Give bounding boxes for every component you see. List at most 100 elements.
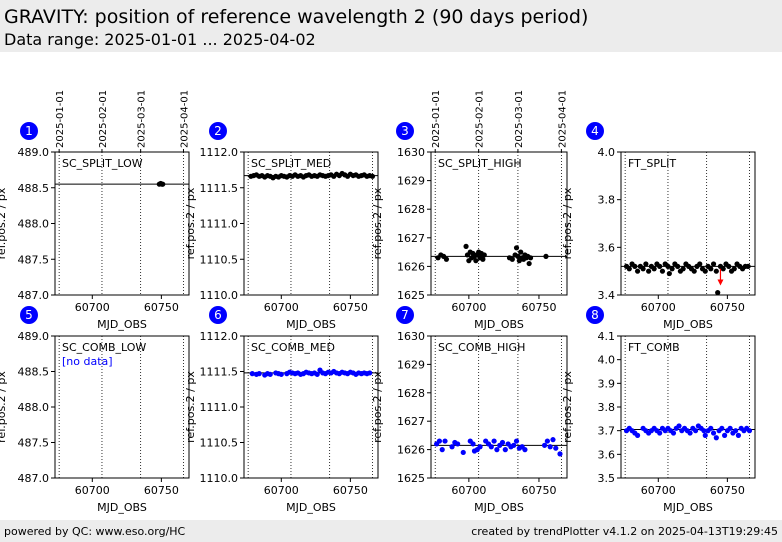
data-point <box>455 441 461 447</box>
data-point <box>518 249 524 255</box>
data-point <box>634 268 641 274</box>
data-point <box>659 268 666 274</box>
x-tick-label: 60700 <box>75 484 110 497</box>
x-axis-label: MJD_OBS <box>97 318 147 331</box>
data-point <box>680 266 686 272</box>
panel-label: SC_SPLIT_HIGH <box>438 157 522 170</box>
data-point <box>691 268 697 274</box>
data-point <box>670 430 677 436</box>
data-point <box>726 263 732 269</box>
data-point <box>745 263 751 269</box>
panel-number-label: 8 <box>591 308 599 322</box>
y-tick-label: 488.0 <box>18 401 50 414</box>
panel-label: SC_COMB_HIGH <box>438 341 525 354</box>
panel-number-badge <box>586 306 604 324</box>
y-tick-label: 487.5 <box>18 253 50 266</box>
y-tick-label: 3.8 <box>598 194 616 207</box>
data-point <box>369 173 376 179</box>
y-tick-label: 4.1 <box>598 330 616 343</box>
data-point <box>499 439 506 446</box>
x-tick-label: 60700 <box>264 301 299 314</box>
data-point <box>522 447 528 453</box>
x-tick-label: 60700 <box>451 301 486 314</box>
chart-panel-2: 2 1110.0 1110.5 1111.0 1111.5 1112.0 60700 6075… <box>184 122 379 331</box>
y-tick-label: 3.6 <box>598 241 616 254</box>
data-point <box>713 268 719 274</box>
data-point <box>267 371 273 377</box>
data-point <box>708 425 714 431</box>
chart-panel-3: 3 2025-01-01 2025-02-01 2025-03-01 2025-04-0… <box>371 90 568 331</box>
data-point <box>746 428 753 434</box>
data-point <box>436 438 443 444</box>
y-tick-label: 1629 <box>397 175 425 188</box>
x-tick-label: 60750 <box>333 301 368 314</box>
y-tick-label: 1630 <box>397 146 425 159</box>
y-axis-label: ref.pos.2 / px <box>371 371 384 443</box>
data-point <box>463 243 469 249</box>
chart-panel-5: 5 487.0 487.5 488.0 488.5 489.0 60700 60750 MJD_… <box>0 306 190 514</box>
data-point <box>634 432 641 438</box>
plots-canvas: 1 2025-01-01 2025-02-01 2025-03-01 2025-04-0… <box>0 90 756 514</box>
data-point <box>442 438 448 444</box>
panel-label: SC_SPLIT_LOW <box>62 157 143 170</box>
x-tick-label: 60750 <box>521 484 556 497</box>
y-tick-label: 1626 <box>397 444 425 457</box>
outlier-arrow-head <box>717 279 724 286</box>
data-point <box>720 266 726 272</box>
date-tick-label: 2025-03-01 <box>514 90 525 148</box>
data-point <box>715 290 721 296</box>
data-point <box>488 444 494 450</box>
y-tick-label: 3.8 <box>598 401 616 414</box>
data-point <box>702 432 708 438</box>
date-tick-label: 2025-02-01 <box>475 90 486 148</box>
data-point <box>527 255 534 261</box>
y-tick-label: 3.7 <box>598 425 616 438</box>
y-tick-label: 487.5 <box>18 437 50 450</box>
data-point <box>543 253 549 259</box>
report-footer: powered by QC: www.eso.org/HC created by… <box>0 520 782 542</box>
date-tick-label: 2025-02-01 <box>98 90 109 148</box>
data-point <box>491 438 497 444</box>
y-axis-label: ref.pos.2 / px <box>184 187 197 259</box>
y-tick-label: 1111.5 <box>200 366 239 379</box>
data-point <box>713 435 719 441</box>
panel-number-label: 5 <box>25 308 33 322</box>
data-point <box>692 428 699 434</box>
no-data-annotation: [no data] <box>62 355 113 368</box>
data-point <box>367 370 373 376</box>
panel-number-badge <box>396 122 414 140</box>
data-point <box>541 442 548 448</box>
y-tick-label: 1625 <box>397 472 425 485</box>
x-tick-label: 60700 <box>264 484 299 497</box>
data-point <box>669 266 675 272</box>
x-axis-label: MJD_OBS <box>474 318 524 331</box>
data-point <box>477 444 483 450</box>
x-tick-label: 60750 <box>710 484 745 497</box>
panel-number-badge <box>20 122 38 140</box>
data-point <box>666 270 672 277</box>
data-point <box>632 263 638 269</box>
y-tick-label: 1111.5 <box>200 182 239 195</box>
y-tick-label: 1112.0 <box>200 330 239 343</box>
data-point <box>550 437 556 443</box>
y-tick-label: 1628 <box>397 387 425 400</box>
y-tick-label: 1628 <box>397 203 425 216</box>
plot-frame <box>430 151 568 296</box>
data-point <box>509 256 515 262</box>
data-point <box>526 260 532 267</box>
y-tick-label: 1112.0 <box>200 146 239 159</box>
data-point <box>513 245 520 251</box>
x-tick-label: 60700 <box>641 484 676 497</box>
panel-number-label: 4 <box>591 124 599 138</box>
data-point <box>665 263 671 269</box>
x-axis-label: MJD_OBS <box>286 318 336 331</box>
y-axis-label: ref.pos.2 / px <box>184 371 197 443</box>
data-point <box>460 449 466 456</box>
data-point <box>646 268 652 274</box>
panel-number-label: 3 <box>401 124 409 138</box>
data-point <box>481 252 487 258</box>
panel-number-label: 6 <box>214 308 222 322</box>
y-tick-label: 3.9 <box>598 377 616 390</box>
footer-created-by: created by trendPlotter v4.1.2 on 2025-0… <box>471 525 778 538</box>
data-point <box>513 438 520 444</box>
